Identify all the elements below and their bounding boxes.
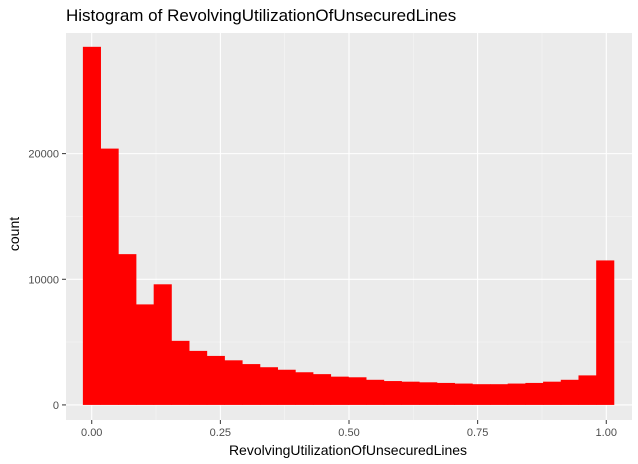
y-tick-label: 0: [53, 400, 59, 412]
histogram-bar: [82, 46, 101, 405]
histogram-bar: [454, 383, 473, 405]
histogram-bar: [312, 374, 332, 405]
histogram-bar: [171, 340, 190, 405]
histogram-bar: [507, 383, 526, 405]
histogram-bars: [82, 46, 615, 405]
histogram-bar: [366, 379, 385, 405]
histogram-bar: [295, 372, 314, 405]
histogram-bar: [189, 350, 208, 405]
x-axis-title: RevolvingUtilizationOfUnsecuredLines: [229, 442, 467, 458]
y-axis-title: count: [6, 217, 22, 251]
x-tick-label: 0.00: [81, 427, 102, 439]
histogram-bar: [596, 260, 615, 405]
histogram-bar: [525, 382, 544, 405]
x-tick-label: 0.25: [210, 427, 231, 439]
x-tick-label: 1.00: [596, 427, 617, 439]
histogram-bar: [259, 367, 278, 405]
histogram-bar: [224, 360, 243, 405]
y-tick-label: 20000: [28, 149, 59, 161]
x-tick-label: 0.50: [338, 427, 359, 439]
chart-title: Histogram of RevolvingUtilizationOfUnsec…: [66, 6, 456, 25]
histogram-bar: [489, 384, 509, 405]
histogram-bar: [436, 382, 455, 405]
histogram-bar: [118, 254, 137, 405]
x-tick-label: 0.75: [467, 427, 488, 439]
histogram-bar: [401, 381, 420, 405]
histogram-bar: [560, 379, 579, 405]
histogram-bar: [383, 381, 402, 405]
histogram-bar: [206, 355, 225, 405]
histogram-bar: [135, 304, 155, 405]
histogram-bar: [242, 364, 261, 405]
histogram-bar: [330, 376, 349, 405]
histogram-bar: [419, 382, 438, 405]
histogram-bar: [472, 384, 491, 405]
histogram-bar: [277, 369, 296, 405]
histogram-bar: [543, 381, 562, 405]
histogram-bar: [578, 375, 597, 405]
histogram-bar: [348, 377, 367, 405]
x-axis-ticks: 0.00 0.25 0.50 0.75 1.00: [81, 420, 617, 439]
histogram-bar: [100, 148, 119, 405]
y-tick-label: 10000: [28, 274, 59, 286]
histogram-bar: [153, 284, 172, 405]
y-axis-ticks: 0 10000 20000: [28, 149, 66, 412]
